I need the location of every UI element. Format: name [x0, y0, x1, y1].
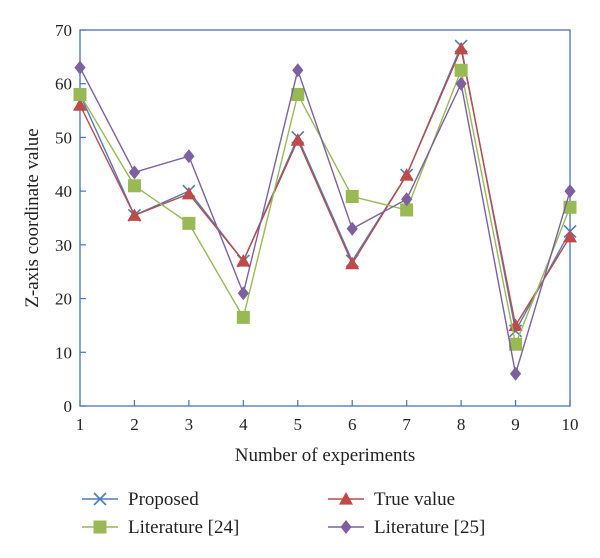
y-tick-label: 70 — [55, 21, 72, 40]
data-point — [345, 190, 359, 204]
data-point — [236, 310, 250, 324]
x-tick-label: 1 — [76, 415, 85, 434]
x-tick-label: 5 — [294, 415, 303, 434]
y-axis-ticks: 0 10 20 30 40 50 60 70 — [55, 21, 86, 416]
data-point — [401, 192, 413, 207]
series-3 — [74, 60, 576, 381]
data-point — [127, 179, 141, 193]
x-tick-label: 2 — [130, 415, 139, 434]
data-point — [291, 87, 305, 101]
data-point — [181, 186, 196, 200]
legend-item: True value — [328, 489, 455, 510]
y-tick-label: 10 — [55, 343, 72, 362]
series-line — [79, 46, 571, 328]
data-point — [400, 203, 414, 217]
data-point — [183, 149, 195, 164]
data-point — [73, 98, 87, 111]
legend-label: Proposed — [128, 489, 199, 510]
legend-item: Proposed — [82, 489, 199, 510]
data-point — [509, 337, 523, 351]
x-axis-ticks: 1 2 3 4 5 6 7 8 9 10 — [76, 400, 579, 434]
data-point — [563, 229, 577, 243]
data-point — [127, 208, 142, 221]
data-point — [128, 165, 141, 180]
data-point — [236, 253, 251, 267]
legend-item: Literature [25] — [328, 517, 485, 538]
data-point — [509, 366, 522, 381]
x-tick-label: 8 — [457, 415, 466, 434]
data-point — [292, 63, 304, 78]
y-tick-label: 50 — [55, 128, 72, 147]
legend: Proposed True value Literature [24] Literat… — [82, 489, 485, 538]
legend-label: Literature [25] — [374, 517, 485, 538]
legend-marker — [93, 492, 107, 506]
data-point — [564, 184, 576, 199]
x-tick-label: 4 — [239, 415, 248, 434]
series-layer — [73, 39, 577, 381]
series-line — [79, 67, 571, 347]
y-tick-label: 40 — [55, 182, 72, 201]
series-2 — [73, 63, 577, 351]
data-point — [73, 87, 87, 101]
y-tick-label: 0 — [64, 397, 73, 416]
data-point — [74, 60, 86, 75]
legend-item: Literature [24] — [82, 517, 239, 538]
x-tick-label: 3 — [185, 415, 194, 434]
x-axis-title: Number of experiments — [235, 445, 415, 466]
x-tick-label: 9 — [511, 415, 520, 434]
plot-frame — [79, 29, 571, 407]
series-1 — [73, 41, 577, 332]
x-tick-label: 7 — [402, 415, 411, 434]
data-point — [182, 216, 196, 230]
data-point — [346, 221, 358, 236]
legend-label: Literature [24] — [128, 517, 239, 538]
data-point — [455, 76, 467, 91]
y-axis-title: Z-axis coordinate value — [22, 128, 43, 307]
data-point — [454, 41, 469, 55]
data-point — [345, 256, 360, 270]
y-tick-label: 30 — [55, 236, 72, 255]
series-line — [79, 43, 571, 333]
series-line — [79, 67, 571, 374]
x-tick-label: 10 — [562, 415, 579, 434]
y-tick-label: 60 — [55, 75, 72, 94]
legend-marker — [93, 520, 107, 534]
data-point — [237, 286, 249, 301]
data-point — [290, 133, 305, 146]
legend-marker — [339, 492, 353, 505]
legend-label: True value — [374, 489, 455, 510]
data-point — [454, 63, 468, 77]
y-tick-label: 20 — [55, 290, 72, 309]
legend-marker — [340, 520, 352, 534]
data-point — [399, 168, 414, 181]
x-tick-label: 6 — [348, 415, 357, 434]
